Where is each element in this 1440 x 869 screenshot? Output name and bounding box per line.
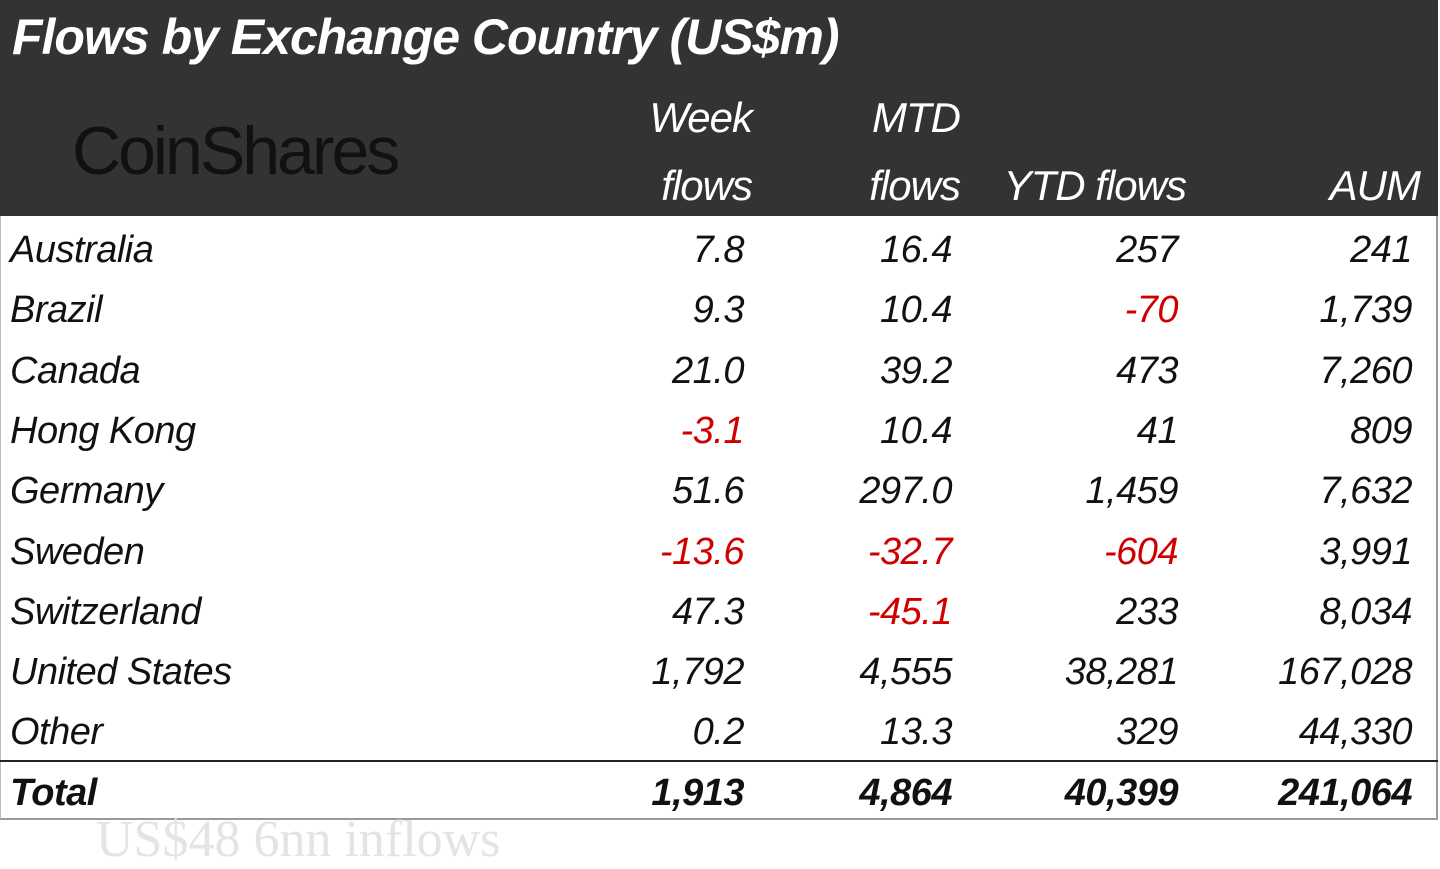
aum-value-cell: 167,028	[1278, 651, 1412, 694]
country-cell: Hong Kong	[10, 409, 196, 452]
mtd-value-cell: 4,555	[859, 651, 952, 694]
week-value-cell: 51.6	[672, 470, 744, 513]
country-cell: Switzerland	[10, 590, 201, 633]
aum-value-cell: 809	[1350, 409, 1412, 452]
week-value-cell: 9.3	[692, 289, 745, 332]
week-value-cell: 0.2	[692, 711, 745, 754]
header-mtd-line2: flows	[869, 162, 961, 209]
aum-value-cell: 7,632	[1319, 470, 1412, 513]
total-ytd: 40,399	[1064, 772, 1179, 814]
header-week-line2: flows	[661, 162, 753, 209]
table-row: Switzerland 47.3 -45.1 233 8,034	[0, 581, 1438, 641]
ytd-value-cell: -70	[1124, 289, 1179, 332]
country-cell: Canada	[10, 349, 141, 392]
ytd-value-cell: 473	[1116, 349, 1178, 392]
header-ytd: YTD flows	[1003, 162, 1187, 209]
table-row: Hong Kong -3.1 10.4 41 809	[0, 400, 1438, 460]
table-row: Other 0.2 13.3 329 44,330	[0, 701, 1438, 761]
table-row: United States 1,792 4,555 38,281 167,028	[0, 641, 1438, 701]
total-mtd: 4,864	[859, 772, 952, 814]
ytd-value-cell: 41	[1136, 409, 1179, 452]
aum-value-cell: 7,260	[1319, 349, 1412, 392]
total-row: Total 1,913 4,864 40,399 241,064	[0, 762, 1438, 822]
total-week: 1,913	[651, 772, 744, 814]
ytd-value-cell: 257	[1116, 229, 1178, 271]
country-cell: Australia	[10, 229, 154, 271]
week-value-cell: -13.6	[659, 530, 745, 573]
chart-title: Flows by Exchange Country (US$m)	[12, 9, 839, 65]
ytd-value-cell: 1,459	[1085, 470, 1178, 513]
ytd-value-cell: 38,281	[1064, 651, 1179, 694]
country-cell: Brazil	[10, 289, 103, 332]
table-row: Brazil 9.3 10.4 -70 1,739	[0, 279, 1438, 339]
table-row: Sweden -13.6 -32.7 -604 3,991	[0, 521, 1438, 581]
week-value-cell: 21.0	[672, 349, 744, 392]
coinshares-logo: CoinShares	[72, 113, 400, 189]
mtd-value-cell: -45.1	[867, 590, 953, 633]
country-cell: Sweden	[10, 530, 145, 573]
total-divider	[0, 760, 1438, 762]
mtd-value-cell: 10.4	[880, 289, 952, 332]
total-aum: 241,064	[1278, 772, 1412, 814]
aum-value-cell: 1,739	[1319, 289, 1412, 332]
ytd-value-cell: 233	[1116, 590, 1178, 633]
aum-value-cell: 241	[1350, 229, 1412, 271]
aum-value-cell: 44,330	[1298, 711, 1413, 754]
country-cell: Other	[10, 711, 103, 754]
mtd-value-cell: 39.2	[880, 349, 952, 392]
table-row: Germany 51.6 297.0 1,459 7,632	[0, 460, 1438, 520]
table-header: Flows by Exchange Country (US$m) CoinSha…	[0, 0, 1438, 216]
mtd-value-cell: 16.4	[880, 229, 952, 271]
week-value-cell: 7.8	[692, 229, 745, 271]
header-mtd-line1: MTD	[872, 94, 961, 141]
country-cell: Germany	[10, 470, 163, 513]
aum-value-cell: 8,034	[1319, 590, 1412, 633]
aum-value-cell: 3,991	[1319, 530, 1412, 573]
ytd-value-cell: 329	[1116, 711, 1178, 754]
header-week-line1: Week	[649, 94, 753, 141]
background-caption: US$48 6nn inflows	[96, 811, 501, 868]
week-value-cell: -3.1	[680, 409, 745, 452]
mtd-value-cell: -32.7	[867, 530, 953, 573]
table-row: Australia 7.8 16.4 257 241	[0, 219, 1438, 279]
week-value-cell: 47.3	[672, 590, 744, 633]
mtd-value-cell: 13.3	[880, 711, 952, 754]
total-label: Total	[10, 772, 97, 814]
header-aum: AUM	[1329, 162, 1421, 209]
mtd-value-cell: 297.0	[859, 470, 952, 513]
ytd-value-cell: -604	[1103, 530, 1179, 573]
mtd-value-cell: 10.4	[880, 409, 952, 452]
week-value-cell: 1,792	[651, 651, 744, 694]
table-row: Canada 21.0 39.2 473 7,260	[0, 340, 1438, 400]
country-cell: United States	[10, 651, 232, 694]
